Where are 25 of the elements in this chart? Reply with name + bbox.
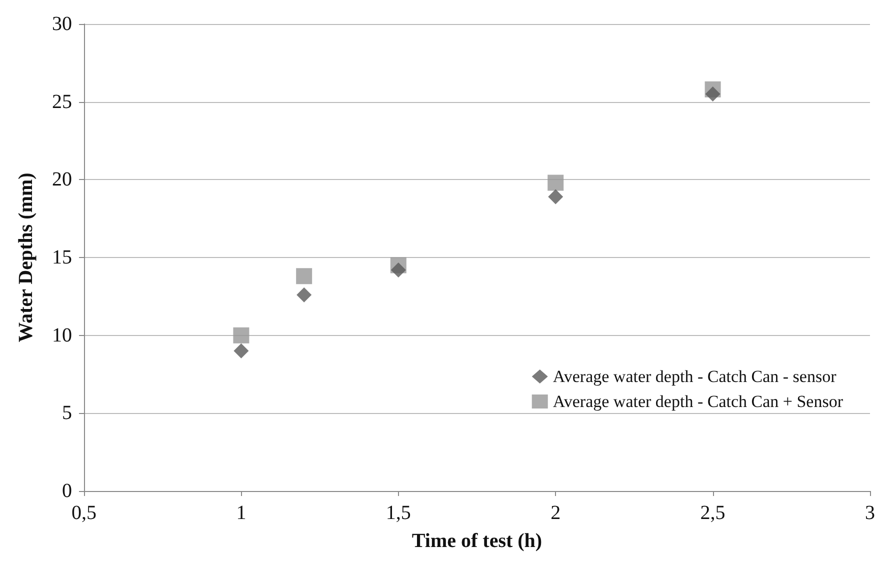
x-tick-label: 1,5: [386, 502, 411, 524]
point: [233, 327, 250, 344]
legend-label: Average water depth - Catch Can - sensor: [552, 367, 837, 386]
x-tick-label: 2: [550, 502, 561, 524]
point: [296, 287, 312, 302]
point: [548, 189, 564, 204]
point: [296, 268, 312, 284]
y-tick-label: 25: [52, 90, 72, 113]
point: [705, 86, 720, 102]
x-tick-label: 1: [236, 502, 246, 524]
point: [548, 174, 564, 191]
y-tick-label: 0: [62, 480, 72, 502]
y-tick-label: 15: [52, 246, 72, 268]
y-tick-label: 10: [52, 324, 72, 346]
x-tick-label: 2,5: [700, 502, 726, 524]
x-tick-label: 0,5: [72, 502, 96, 524]
point: [234, 343, 249, 358]
y-tick-label: 20: [52, 168, 72, 191]
x-tick-label: 3: [865, 502, 875, 524]
y-axis-title: Water Depths (mm): [15, 172, 37, 342]
y-tick-label: 30: [52, 13, 72, 35]
point: [390, 262, 406, 278]
legend-label: Average water depth - Catch Can + Sensor: [552, 392, 844, 411]
x-axis-title: Time of test (h): [412, 530, 542, 552]
y-tick-label: 5: [62, 402, 72, 424]
